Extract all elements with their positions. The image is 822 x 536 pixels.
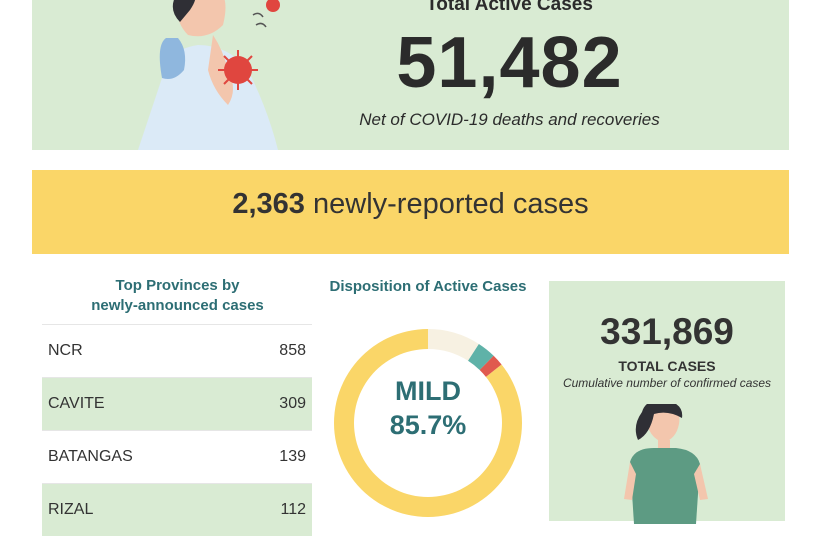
provinces-table: NCR 858 CAVITE 309 BATANGAS 139 RIZAL 11…	[42, 324, 312, 536]
disposition-donut-chart	[334, 329, 522, 517]
disposition-percent: 85.7%	[389, 410, 467, 440]
province-count: 309	[279, 395, 306, 412]
donut-slice-asymptomatic	[428, 329, 479, 361]
new-cases-banner: 2,363 newly-reported cases	[32, 170, 789, 254]
total-cases-note: Cumulative number of confirmed cases	[562, 376, 772, 390]
province-count: 139	[279, 448, 306, 465]
province-name: CAVITE	[48, 395, 105, 412]
active-cases-title: Total Active Cases	[426, 0, 593, 15]
donut-slice-severe	[468, 343, 494, 371]
coughing-person-illustration	[138, 0, 280, 150]
active-cases-panel: Total Active Cases 51,482 Net of COVID-1…	[32, 0, 789, 150]
new-cases-value: 2,363	[232, 188, 305, 220]
total-cases-value: 331,869	[600, 311, 734, 352]
province-count: 858	[279, 342, 306, 359]
table-row: BATANGAS 139	[42, 430, 312, 483]
provinces-title: Top Provinces by newly-announced cases	[60, 276, 295, 316]
province-count: 112	[280, 501, 306, 518]
woman-illustration	[624, 404, 708, 524]
province-name: NCR	[48, 342, 83, 359]
new-cases-label: newly-reported cases	[313, 188, 589, 220]
table-row: CAVITE 309	[42, 377, 312, 430]
active-cases-note: Net of COVID-19 deaths and recoveries	[359, 110, 660, 129]
disposition-title: Disposition of Active Cases	[329, 278, 527, 295]
total-cases-label: TOTAL CASES	[618, 358, 716, 374]
table-row: NCR 858	[42, 324, 312, 377]
disposition-category: MILD	[395, 376, 461, 406]
provinces-title-line1: Top Provinces by	[115, 277, 240, 294]
donut-slice-critical	[479, 355, 502, 377]
provinces-title-line2: newly-announced cases	[91, 297, 264, 314]
total-cases-panel: 331,869 TOTAL CASES Cumulative number of…	[549, 281, 785, 524]
table-row: RIZAL 112	[42, 483, 312, 536]
province-name: BATANGAS	[48, 448, 133, 465]
active-cases-value: 51,482	[396, 23, 623, 103]
province-name: RIZAL	[48, 501, 94, 518]
new-cases-text: 2,363 newly-reported cases	[32, 188, 789, 221]
disposition-center-label: MILD 85.7%	[335, 374, 521, 442]
